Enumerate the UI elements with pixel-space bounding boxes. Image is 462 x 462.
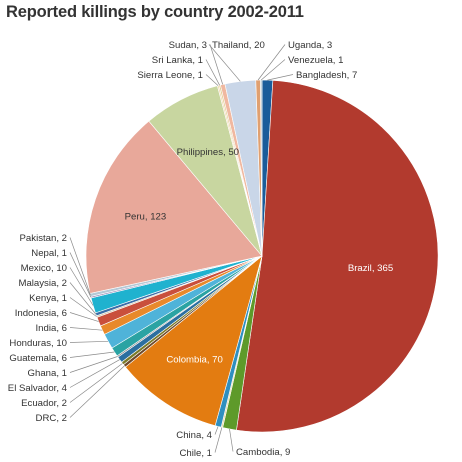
slice-brazil [236,80,439,433]
slice-label-thailand: Thailand, 20 [212,40,265,51]
leader-line-uganda [257,44,286,81]
leader-line-chile [214,427,223,453]
slice-colombia [125,255,263,427]
leader-line-malaysia [69,282,97,315]
slice-label-nepal: Nepal, 1 [31,248,67,259]
leader-line-pakistan [69,237,91,296]
slice-label-mexico: Mexico, 10 [21,263,67,274]
leader-line-sudan [209,44,224,85]
slice-label-guatemala: Guatemala, 6 [9,353,67,364]
slice-label-uganda: Uganda, 3 [288,40,332,51]
leader-line-nepal [69,252,92,298]
slice-label-cambodia: Cambodia, 9 [236,447,290,458]
leader-line-sierra-leone [205,74,219,86]
leader-line-thailand [208,44,241,82]
slice-label-sudan: Sudan, 3 [169,40,207,51]
leader-line-china [214,426,219,435]
leader-line-kenya [69,297,97,317]
slice-label-malaysia: Malaysia, 2 [18,278,67,289]
slice-peru [85,120,263,294]
slice-label-bangladesh: Bangladesh, 7 [296,70,357,81]
leader-line-drc [69,365,125,418]
slice-label-brazil: Brazil, 365 [348,263,393,274]
slice-label-colombia: Colombia, 70 [166,355,223,366]
leader-line-ecuador [69,363,123,403]
slice-label-pakistan: Pakistan, 2 [20,233,67,244]
slice-label-indonesia: Indonesia, 6 [15,308,67,319]
leader-line-india [69,327,103,331]
chart-title: Reported killings by country 2002-2011 [6,3,304,21]
slice-label-kenya: Kenya, 1 [29,293,67,304]
leader-line-el-salvador [69,359,120,388]
slice-label-ecuador: Ecuador, 2 [21,398,67,409]
leader-line-honduras [69,340,109,343]
leader-line-guatemala [69,351,115,358]
leader-line-mexico [69,267,94,306]
leader-line-venezuela [260,59,286,81]
leader-line-cambodia [229,428,234,452]
slice-label-ghana: Ghana, 1 [28,368,67,379]
slice-label-philippines: Philippines, 50 [177,147,239,158]
slice-label-venezuela: Venezuela, 1 [288,55,343,66]
leader-line-indonesia [69,312,99,322]
slice-label-india: India, 6 [36,323,67,334]
leader-line-sri-lanka [205,59,220,86]
slice-label-chile: Chile, 1 [179,448,212,459]
slice-label-el-salvador: El Salvador, 4 [8,383,68,394]
slice-label-china: China, 4 [176,430,212,441]
leader-line-ghana [69,356,118,373]
leader-line-bangladesh [267,74,294,81]
slice-label-peru: Peru, 123 [125,212,167,223]
slice-label-sri-lanka: Sri Lanka, 1 [152,55,203,66]
slice-label-drc: DRC, 2 [36,413,67,424]
slice-label-sierra-leone: Sierra Leone, 1 [137,70,203,81]
slice-label-honduras: Honduras, 10 [9,338,67,349]
